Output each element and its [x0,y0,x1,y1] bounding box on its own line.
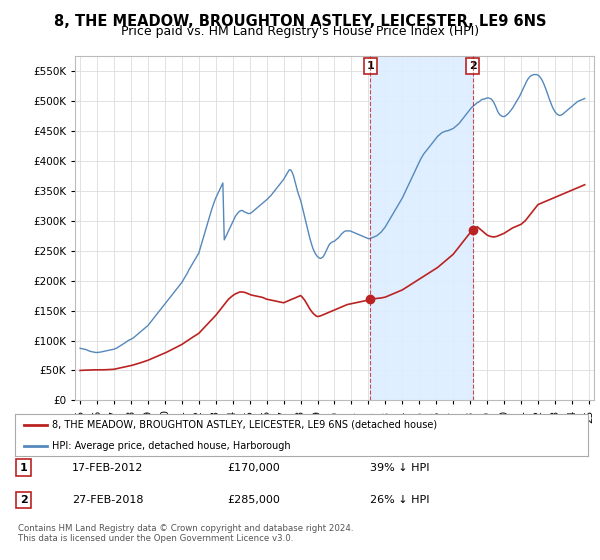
Text: 1: 1 [20,463,28,473]
Bar [370,56,473,400]
Text: Contains HM Land Registry data © Crown copyright and database right 2024.
This d: Contains HM Land Registry data © Crown c… [18,524,353,543]
Text: 27-FEB-2018: 27-FEB-2018 [73,495,144,505]
Text: £170,000: £170,000 [227,463,280,473]
Text: 17-FEB-2012: 17-FEB-2012 [73,463,143,473]
Text: 8, THE MEADOW, BROUGHTON ASTLEY, LEICESTER, LE9 6NS: 8, THE MEADOW, BROUGHTON ASTLEY, LEICEST… [54,14,546,29]
Text: 26% ↓ HPI: 26% ↓ HPI [370,495,430,505]
Text: 2: 2 [469,61,476,71]
Text: 2: 2 [20,495,28,505]
Text: £285,000: £285,000 [227,495,280,505]
Text: HPI: Average price, detached house, Harborough: HPI: Average price, detached house, Harb… [52,441,291,451]
Text: 39% ↓ HPI: 39% ↓ HPI [370,463,430,473]
Text: 1: 1 [367,61,374,71]
Text: Price paid vs. HM Land Registry's House Price Index (HPI): Price paid vs. HM Land Registry's House … [121,25,479,38]
Text: 8, THE MEADOW, BROUGHTON ASTLEY, LEICESTER, LE9 6NS (detached house): 8, THE MEADOW, BROUGHTON ASTLEY, LEICEST… [52,420,437,430]
